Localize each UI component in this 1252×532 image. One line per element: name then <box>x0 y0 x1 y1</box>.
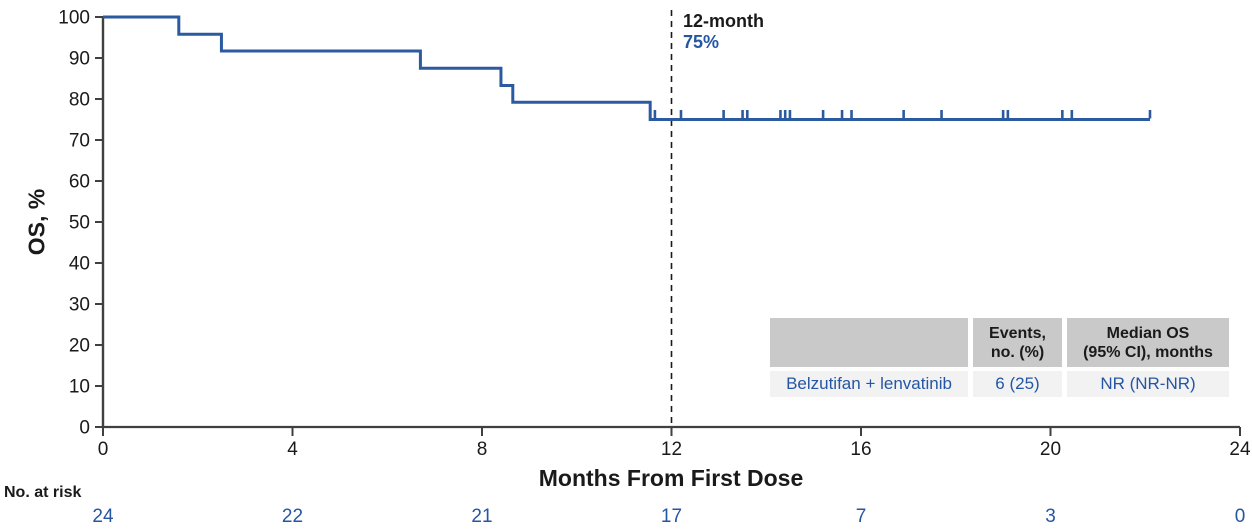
y-tick-label: 90 <box>69 49 90 70</box>
number-at-risk-label: No. at risk <box>4 484 82 501</box>
summary-table-treatment-name: Belzutifan + lenvatinib <box>770 371 968 397</box>
x-tick-label: 16 <box>850 439 871 460</box>
summary-table-median-os-value: NR (NR-NR) <box>1067 371 1229 397</box>
summary-table-header-events: Events, no. (%) <box>973 318 1062 367</box>
summary-table-events-value: 6 (25) <box>973 371 1062 397</box>
risk-count: 7 <box>855 506 867 527</box>
risk-count: 17 <box>660 506 683 527</box>
y-tick-label: 60 <box>69 172 90 193</box>
summary-table-header-median-os-line2: (95% CI), months <box>1083 343 1213 361</box>
summary-table-header-events-line1: Events, <box>989 324 1046 342</box>
y-tick-label: 40 <box>69 254 90 275</box>
y-tick-label: 30 <box>69 295 90 316</box>
reference-annotation: 12-month 75% <box>683 11 764 53</box>
y-tick-label: 0 <box>79 418 90 439</box>
y-tick-label: 70 <box>69 131 90 152</box>
summary-table-header-empty <box>770 318 968 367</box>
x-tick-label: 4 <box>287 439 298 460</box>
risk-count: 0 <box>1234 506 1246 527</box>
x-axis-title: Months From First Dose <box>538 465 804 491</box>
y-axis-title: OS, % <box>23 188 50 256</box>
survival-curve <box>103 15 1150 121</box>
risk-count: 3 <box>1045 506 1056 527</box>
risk-count: 21 <box>471 506 493 527</box>
y-tick-label: 10 <box>69 377 90 398</box>
reference-annotation-value: 75% <box>683 32 720 52</box>
y-tick-label: 80 <box>69 90 90 111</box>
risk-count: 22 <box>281 506 304 527</box>
reference-annotation-label: 12-month <box>683 11 764 31</box>
x-tick-label: 8 <box>477 439 488 460</box>
risk-count: 24 <box>92 506 114 527</box>
summary-table-header-median-os-line1: Median OS <box>1106 324 1190 342</box>
x-tick-label: 24 <box>1229 439 1251 460</box>
y-tick-label: 50 <box>69 213 90 234</box>
summary-table-header-events-line2: no. (%) <box>990 343 1045 361</box>
x-tick-label: 20 <box>1040 439 1061 460</box>
summary-table-header-median-os: Median OS (95% CI), months <box>1067 318 1229 367</box>
y-tick-label: 100 <box>58 8 90 29</box>
y-tick-label: 20 <box>69 336 90 357</box>
summary-table: Events, no. (%) Median OS (95% CI), mont… <box>770 318 1229 397</box>
x-tick-label: 0 <box>98 439 109 460</box>
x-tick-label: 12 <box>661 439 682 460</box>
